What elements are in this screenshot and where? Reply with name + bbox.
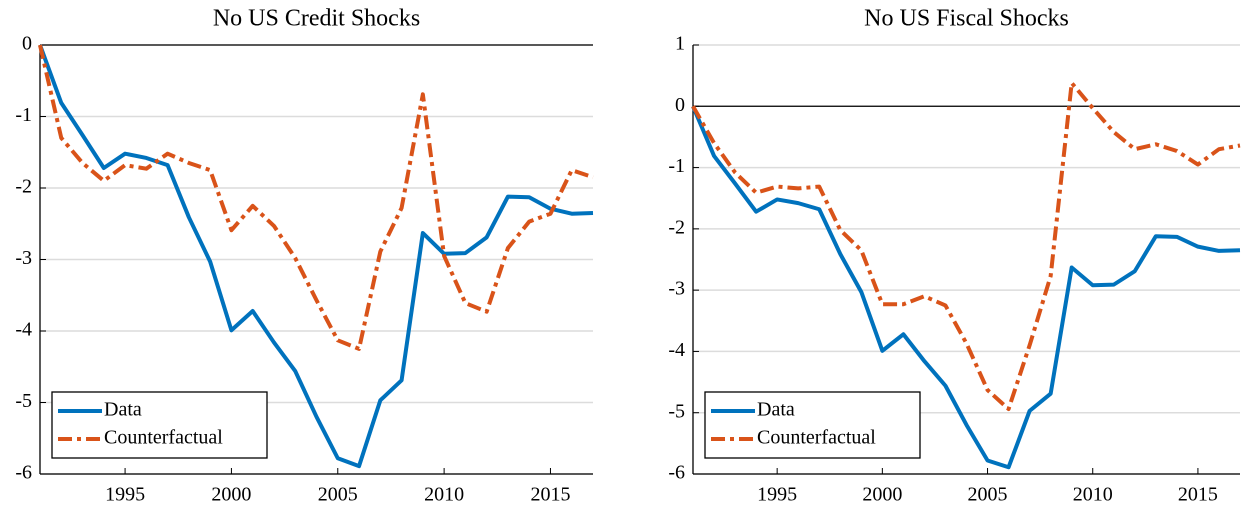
y-tick-label: -5 <box>668 400 685 422</box>
legend-box <box>51 391 268 459</box>
y-tick-label: -3 <box>668 278 685 300</box>
chart-title: No US Credit Shocks <box>213 6 420 32</box>
x-tick-label: 2005 <box>968 484 1008 506</box>
series-line <box>38 44 594 351</box>
chart-title: No US Fiscal Shocks <box>864 6 1069 32</box>
y-tick-label: 0 <box>22 33 32 55</box>
x-tick-label: 2000 <box>211 484 251 506</box>
x-tick-label: 2000 <box>862 484 902 506</box>
chart-panel: No US Fiscal Shocks -6 -5 -4 -3 -2 -1 0 1 1995 200… <box>668 6 1241 506</box>
series-line <box>691 105 1241 470</box>
y-tick-label: -4 <box>668 339 685 361</box>
x-tick-label: 2010 <box>1073 484 1113 506</box>
y-tick-label: -3 <box>15 247 32 269</box>
x-tick-label: 1995 <box>757 484 797 506</box>
y-tick-label: -2 <box>668 216 685 238</box>
x-tick-label: 2015 <box>530 484 570 506</box>
y-tick-label: -2 <box>15 176 32 198</box>
x-tick-label: 2015 <box>1178 484 1218 506</box>
series-line <box>38 44 594 469</box>
legend-box <box>704 391 921 459</box>
y-tick-label: -5 <box>15 390 32 412</box>
x-tick-label: 2010 <box>424 484 464 506</box>
y-tick-label: -6 <box>668 462 685 484</box>
series-line <box>691 80 1241 412</box>
legend-label: Counterfactual <box>757 427 876 449</box>
y-tick-label: -1 <box>668 155 685 177</box>
y-tick-label: -4 <box>15 319 32 341</box>
chart-panel: No US Credit Shocks -6 -5 -4 -3 -2 -1 0 1995 2000… <box>15 6 594 506</box>
y-tick-label: 1 <box>675 33 685 55</box>
legend-label: Data <box>757 399 795 421</box>
y-tick-label: -6 <box>15 462 32 484</box>
x-tick-label: 2005 <box>318 484 358 506</box>
x-tick-label: 1995 <box>105 484 145 506</box>
y-tick-label: 0 <box>675 94 685 116</box>
y-tick-label: -1 <box>15 104 32 126</box>
legend-label: Counterfactual <box>104 427 223 449</box>
legend-label: Data <box>104 399 142 421</box>
